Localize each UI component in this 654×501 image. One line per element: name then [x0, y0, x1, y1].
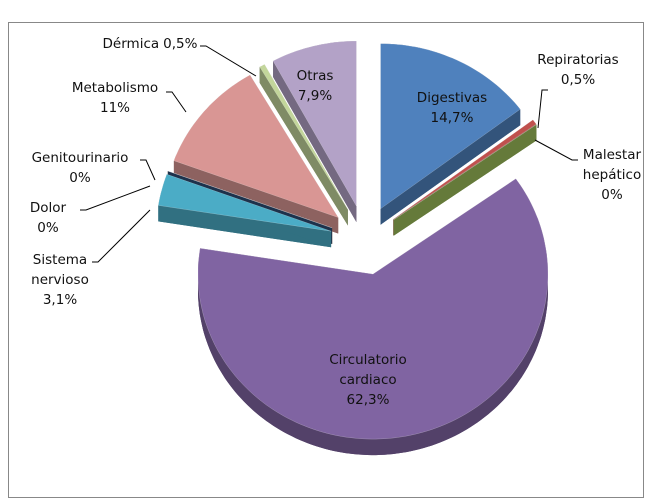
- category-label: Dolor: [29, 200, 67, 216]
- leader-line: [92, 209, 151, 263]
- data-label: Sistema nervioso 3,1%: [20, 250, 100, 310]
- value-label: 14,7%: [430, 110, 474, 126]
- slice-edge: [173, 160, 339, 234]
- category-label: Malestar hepático: [582, 147, 642, 183]
- data-label: Otras 7,9%: [280, 66, 350, 106]
- data-label: Circulatorio cardiaco 62,3%: [308, 350, 428, 410]
- slice: [393, 124, 537, 221]
- category-label: Sistema nervioso: [31, 252, 89, 288]
- value-label: 62,3%: [346, 392, 390, 408]
- value-label: 0%: [601, 187, 623, 203]
- slice: [380, 43, 521, 210]
- slice-edge: [158, 205, 332, 248]
- leader-line: [166, 91, 187, 113]
- category-label: Digestivas: [416, 90, 488, 106]
- data-label: Dérmica 0,5%: [75, 34, 225, 54]
- value-label: 7,9%: [297, 88, 333, 104]
- slice: [167, 170, 333, 229]
- slice-edge: [273, 61, 357, 223]
- data-label: Genitourinario 0%: [20, 148, 140, 188]
- data-label: Dolor 0%: [18, 198, 78, 238]
- slice: [259, 64, 349, 210]
- category-label: Genitourinario: [31, 150, 129, 166]
- slice-edge: [380, 109, 521, 225]
- slice: [272, 40, 357, 208]
- category-label: Repiratorias: [537, 52, 619, 68]
- value-label: 3,1%: [42, 292, 78, 308]
- leader-line: [80, 185, 151, 211]
- chart-frame: [8, 22, 644, 498]
- value-label: 0%: [37, 220, 59, 236]
- leader-line: [537, 89, 548, 129]
- slice-edge: [393, 124, 537, 236]
- category-label: Otras: [296, 68, 334, 84]
- value-label: 0%: [69, 170, 91, 186]
- data-label: Digestivas 14,7%: [397, 88, 507, 128]
- slice: [173, 74, 339, 218]
- data-label: Repiratorias 0,5%: [523, 50, 633, 90]
- leader-line: [140, 159, 156, 181]
- category-label: Dérmica: [102, 36, 160, 52]
- value-label: 11%: [99, 100, 130, 116]
- leader-line: [200, 45, 257, 77]
- category-label: Circulatorio cardiaco: [329, 352, 407, 388]
- value-label: 0,5%: [560, 72, 596, 88]
- slice: [197, 178, 549, 440]
- data-label: Metabolismo 11%: [60, 78, 170, 118]
- slice: [393, 119, 537, 220]
- value-label: 0,5%: [163, 36, 198, 52]
- category-label: Metabolismo: [71, 80, 159, 96]
- slice: [158, 173, 332, 232]
- leader-line: [534, 139, 578, 161]
- data-label: Malestar hepático 0%: [577, 145, 647, 205]
